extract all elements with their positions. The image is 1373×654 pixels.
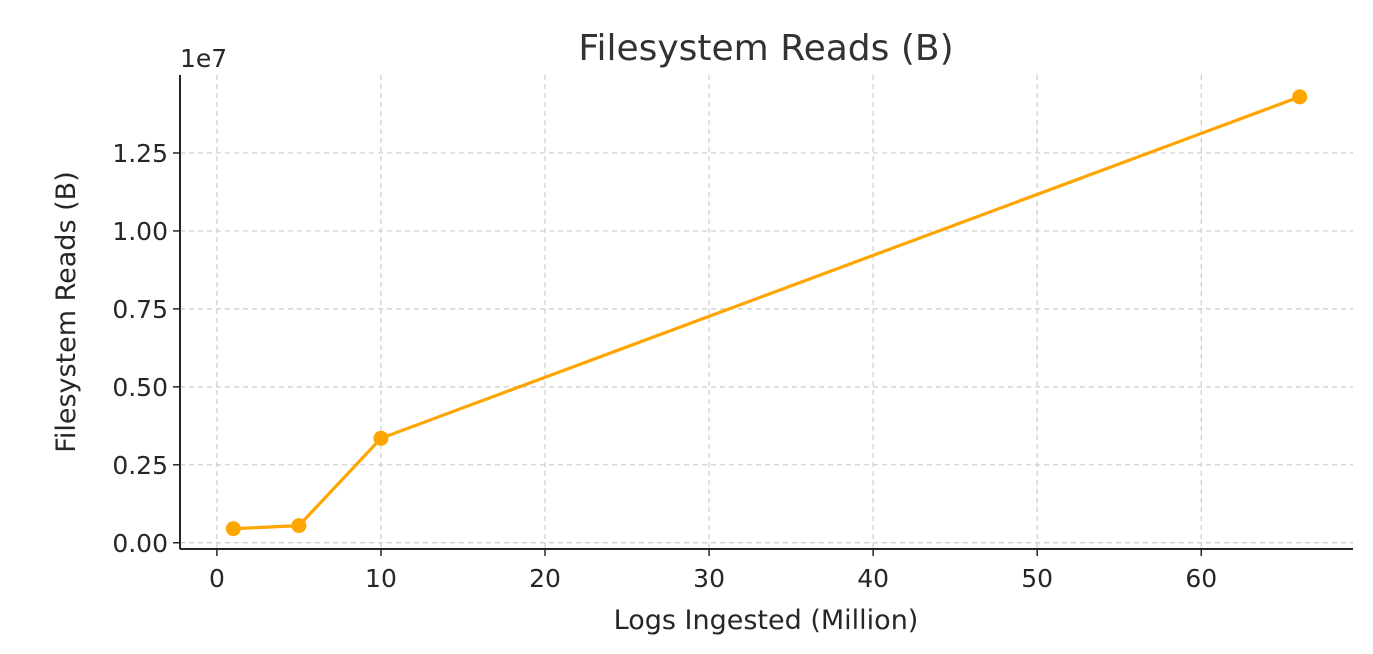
y-tick-label: 1.00 [112, 217, 168, 246]
x-tick-label: 40 [857, 564, 889, 593]
chart-title: Filesystem Reads (B) [578, 28, 953, 69]
x-tick-label: 0 [209, 564, 225, 593]
series-line [231, 95, 1302, 531]
data-point [291, 518, 307, 534]
y-tick-label: 1.25 [112, 139, 168, 168]
x-axis-label: Logs Ingested (Million) [614, 605, 919, 636]
y-tick-label: 0.25 [112, 451, 168, 480]
data-point [225, 521, 241, 537]
x-tick-label: 50 [1021, 564, 1053, 593]
grid [180, 75, 1353, 549]
series-layer [225, 89, 1308, 537]
data-point [373, 430, 389, 446]
y-axis-label: Filesystem Reads (B) [51, 171, 82, 452]
y-tick-label: 0.00 [112, 529, 168, 558]
ticks: 0 10 20 30 40 50 60 0.00 0.25 0.50 0.75 1.00 1.25 [112, 139, 1217, 593]
y-tick-label: 0.75 [112, 295, 168, 324]
x-tick-label: 60 [1185, 564, 1217, 593]
x-tick-label: 20 [529, 564, 561, 593]
axes [179, 75, 1353, 550]
data-point [1292, 89, 1308, 105]
y-tick-label: 0.50 [112, 373, 168, 402]
x-tick-label: 30 [693, 564, 725, 593]
x-tick-label: 10 [365, 564, 397, 593]
y-axis-offset-label: 1e7 [180, 44, 227, 73]
